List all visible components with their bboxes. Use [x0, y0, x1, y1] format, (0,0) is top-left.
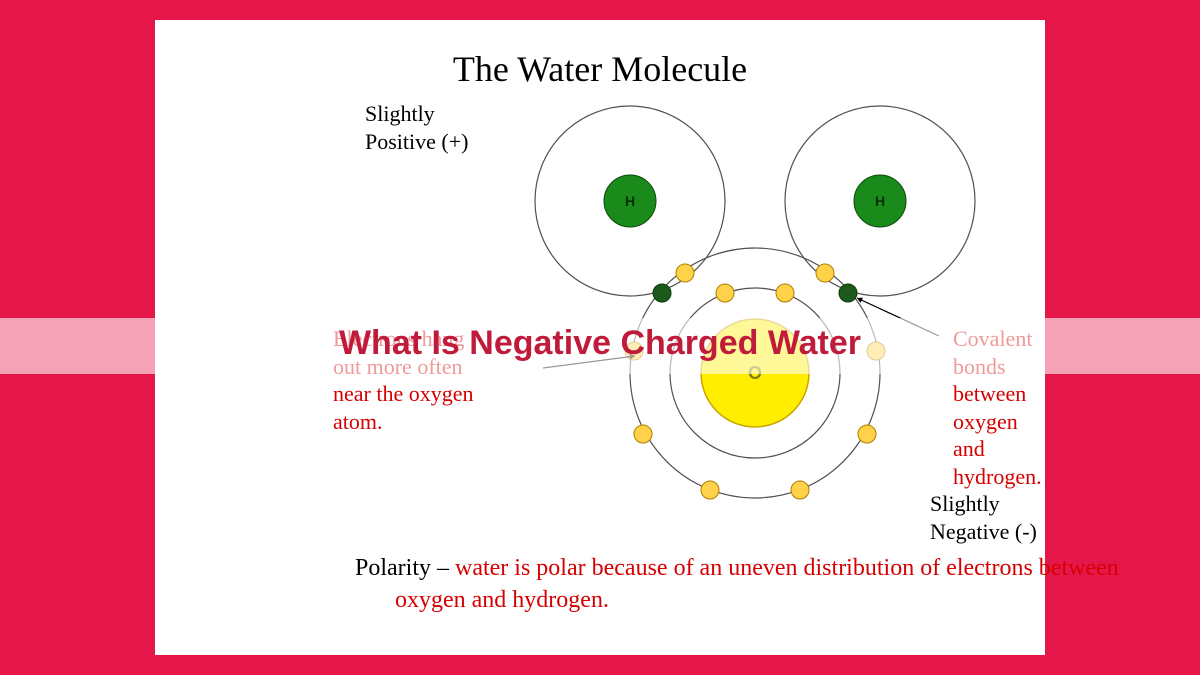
svg-text:H: H — [625, 193, 635, 209]
outer-frame: The Water Molecule OHH SlightlyPositive … — [0, 0, 1200, 675]
svg-text:H: H — [875, 193, 885, 209]
label-slightly-positive: SlightlyPositive (+) — [365, 100, 468, 155]
diagram-title: The Water Molecule — [155, 48, 1045, 90]
overlay-text: What Is Negative Charged Water — [0, 324, 1200, 363]
polarity-caption: Polarity – water is polar because of an … — [355, 552, 1175, 617]
label-slightly-negative: Slightly Negative (-) — [930, 490, 1045, 545]
molecule-svg: OHH — [485, 98, 1025, 528]
